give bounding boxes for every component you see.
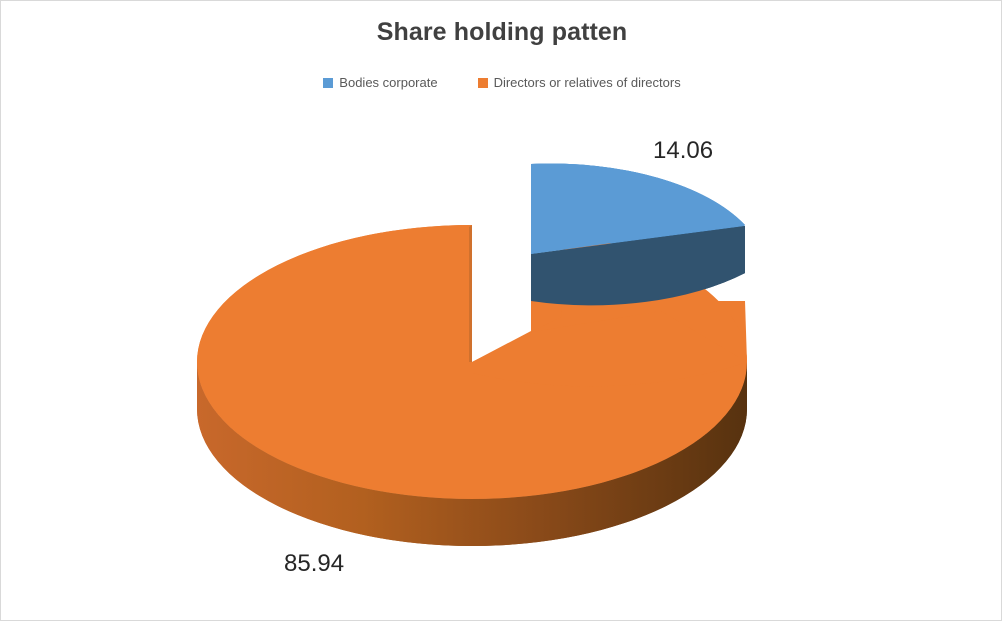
slice-orange-upper-left	[197, 225, 472, 362]
explode-gap	[472, 164, 531, 362]
slice-orange-skirt-final	[197, 362, 747, 546]
slice-orange-overlap-final	[472, 311, 747, 387]
slice-orange-wall-front	[469, 225, 472, 362]
chart-legend: Bodies corporate Directors or relatives …	[1, 75, 1002, 90]
data-label-bodies-corporate: 14.06	[653, 137, 714, 164]
chart-title: Share holding patten	[376, 18, 628, 46]
legend-swatch-directors-icon	[477, 77, 488, 88]
legend-item-directors[interactable]: Directors or relatives of directors	[477, 75, 681, 90]
legend-label-directors: Directors or relatives of directors	[493, 75, 681, 90]
slice-blue-skirt-final	[531, 226, 745, 306]
legend-item-bodies-corporate[interactable]: Bodies corporate	[323, 75, 438, 90]
slice-orange-front-half	[197, 362, 747, 499]
legend-swatch-bodies-corporate-icon	[323, 77, 334, 88]
slice-blue-top-final	[531, 163, 745, 254]
legend-label-bodies-corporate: Bodies corporate	[339, 75, 438, 90]
data-label-directors: 85.94	[284, 550, 345, 577]
